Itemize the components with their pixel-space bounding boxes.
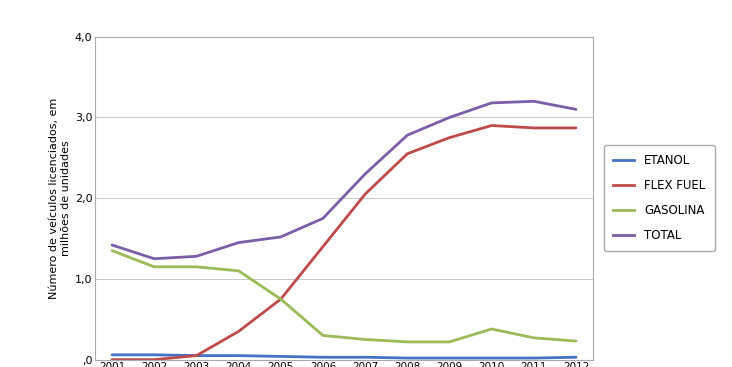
TOTAL bbox=[529, 99, 538, 103]
FLEX FUEL bbox=[108, 357, 116, 362]
ETANOL bbox=[318, 355, 327, 359]
ETANOL bbox=[361, 355, 370, 359]
TOTAL bbox=[108, 243, 116, 247]
GASOLINA bbox=[277, 297, 285, 301]
GASOLINA bbox=[318, 333, 327, 338]
ETANOL bbox=[529, 356, 538, 360]
Line: TOTAL: TOTAL bbox=[112, 101, 576, 259]
TOTAL bbox=[234, 240, 243, 245]
FLEX FUEL bbox=[318, 244, 327, 249]
GASOLINA bbox=[403, 340, 411, 344]
GASOLINA bbox=[529, 336, 538, 340]
TOTAL bbox=[488, 101, 496, 105]
ETANOL bbox=[108, 353, 116, 357]
ETANOL bbox=[277, 354, 285, 359]
GASOLINA bbox=[234, 269, 243, 273]
ETANOL bbox=[192, 353, 201, 358]
TOTAL bbox=[192, 254, 201, 258]
ETANOL bbox=[488, 356, 496, 360]
FLEX FUEL bbox=[572, 126, 580, 130]
ETANOL bbox=[234, 353, 243, 358]
GASOLINA bbox=[192, 265, 201, 269]
ETANOL bbox=[403, 356, 411, 360]
ETANOL bbox=[572, 355, 580, 359]
FLEX FUEL bbox=[192, 353, 201, 358]
GASOLINA bbox=[150, 265, 159, 269]
TOTAL bbox=[445, 115, 454, 120]
GASOLINA bbox=[361, 337, 370, 342]
FLEX FUEL bbox=[361, 192, 370, 196]
GASOLINA bbox=[108, 248, 116, 253]
TOTAL bbox=[277, 235, 285, 239]
TOTAL bbox=[572, 107, 580, 112]
FLEX FUEL bbox=[403, 152, 411, 156]
FLEX FUEL bbox=[234, 329, 243, 334]
Line: GASOLINA: GASOLINA bbox=[112, 251, 576, 342]
FLEX FUEL bbox=[488, 123, 496, 128]
TOTAL bbox=[150, 257, 159, 261]
FLEX FUEL bbox=[150, 357, 159, 362]
Line: FLEX FUEL: FLEX FUEL bbox=[112, 126, 576, 360]
TOTAL bbox=[361, 172, 370, 176]
Line: ETANOL: ETANOL bbox=[112, 355, 576, 358]
ETANOL bbox=[150, 353, 159, 357]
Legend: ETANOL, FLEX FUEL, GASOLINA, TOTAL: ETANOL, FLEX FUEL, GASOLINA, TOTAL bbox=[604, 145, 714, 251]
FLEX FUEL bbox=[529, 126, 538, 130]
FLEX FUEL bbox=[445, 135, 454, 140]
TOTAL bbox=[403, 133, 411, 137]
GASOLINA bbox=[445, 340, 454, 344]
Y-axis label: Número de veículos licenciados, em
milhões de unidades: Número de veículos licenciados, em milhõ… bbox=[49, 98, 70, 299]
TOTAL bbox=[318, 216, 327, 221]
FLEX FUEL bbox=[277, 297, 285, 301]
ETANOL bbox=[445, 356, 454, 360]
GASOLINA bbox=[572, 339, 580, 343]
GASOLINA bbox=[488, 327, 496, 331]
